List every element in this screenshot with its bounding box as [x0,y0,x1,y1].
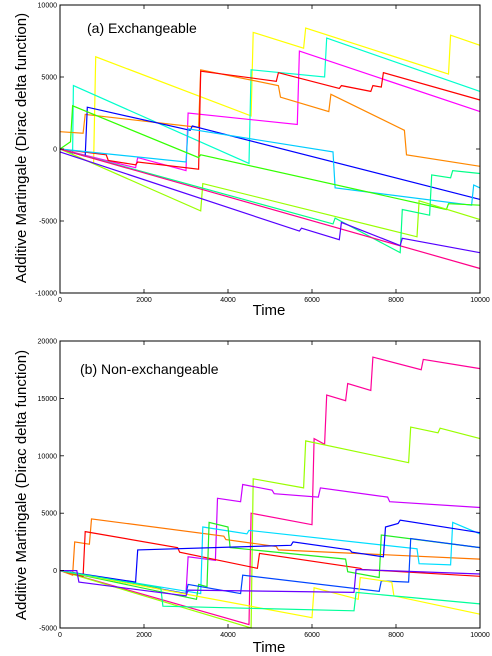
panel-b-x-tick-label: 10000 [470,632,490,639]
panel-a-series-line-12 [59,151,481,254]
panel-b-series-line-2 [59,426,481,629]
panel-b-series-line-12 [60,568,481,597]
panel-b-series-line-9 [59,537,481,595]
panel-a-series-line-10 [59,148,481,254]
panel-b-y-tick-label: 10000 [38,453,58,460]
panel-a-series-line-1 [59,27,481,165]
panel-b-series-line-8 [59,519,481,583]
panel-b-x-tick-label: 8000 [388,632,404,639]
panel-b-series-line-11 [59,570,481,612]
panel-a-x-tick-label: 10000 [470,297,490,304]
panel-a-series-group [59,27,481,270]
panel-a-series-line-7 [59,128,481,206]
panel-a-x-tick-label: 2000 [136,297,152,304]
panel-b-ylabel: Additive Martingale (Dirac delta functio… [13,350,30,620]
panel-b-y-tick-label: 20000 [38,339,58,346]
panel-a-series-line-9 [59,148,481,238]
panel-a-y-tick-label: 10000 [38,3,58,10]
panel-b-plot-frame [59,340,481,629]
panel-b-series-line-1 [59,356,481,626]
panel-b-xlabel: Time [253,639,286,656]
panel-b-y-tick-label: 5000 [41,511,57,518]
panel-a-plot-frame [59,4,481,294]
panel-a-y-tick-label: 0 [53,147,57,154]
panel-b-title: (b) Non-exchangeable [80,361,219,377]
panel-a-x-tick-label: 6000 [304,297,320,304]
panel-a-y-tick-label: 5000 [41,75,57,82]
panel-b-x-tick-label: 4000 [220,632,236,639]
panel-a-y-tick-label: -10000 [35,291,57,298]
panel-a-series-line-5 [59,70,481,170]
panel-b-x-tick-label: 6000 [304,632,320,639]
panel-b-series-line-10 [59,570,481,619]
panel-a-xlabel: Time [253,302,286,319]
panel-a-series-line-2 [59,37,481,165]
panel-a-series-line-11 [59,148,481,270]
panel-a-x-tick-label: 4000 [220,297,236,304]
panel-a-ylabel: Additive Martingale (Dirac delta functio… [13,13,30,283]
panel-non-exchangeable: (b) Non-exchangeable Time Additive Marti… [13,339,490,656]
panel-b-series-line-4 [59,518,481,577]
panel-a-series-line-8 [59,104,481,211]
panel-a-series-line-4 [59,69,481,167]
panel-b-x-tick-label: 2000 [136,632,152,639]
panel-exchangeable: (a) Exchangeable Time Additive Martingal… [13,3,490,320]
panel-a-x-tick-label: 0 [58,297,62,304]
panel-b-series-line-3 [59,483,481,595]
panel-b-y-tick-label: 15000 [38,396,58,403]
panel-b-y-tick-label: 0 [53,568,57,575]
panel-b-series-group [59,356,481,629]
panel-b-x-tick-label: 0 [58,632,62,639]
panel-b-y-tick-label: -5000 [39,626,57,633]
panel-a-x-tick-label: 8000 [388,297,404,304]
panel-a-y-tick-label: -5000 [39,219,57,226]
panel-a-title: (a) Exchangeable [87,20,197,36]
panel-b-series-line-5 [59,530,481,578]
